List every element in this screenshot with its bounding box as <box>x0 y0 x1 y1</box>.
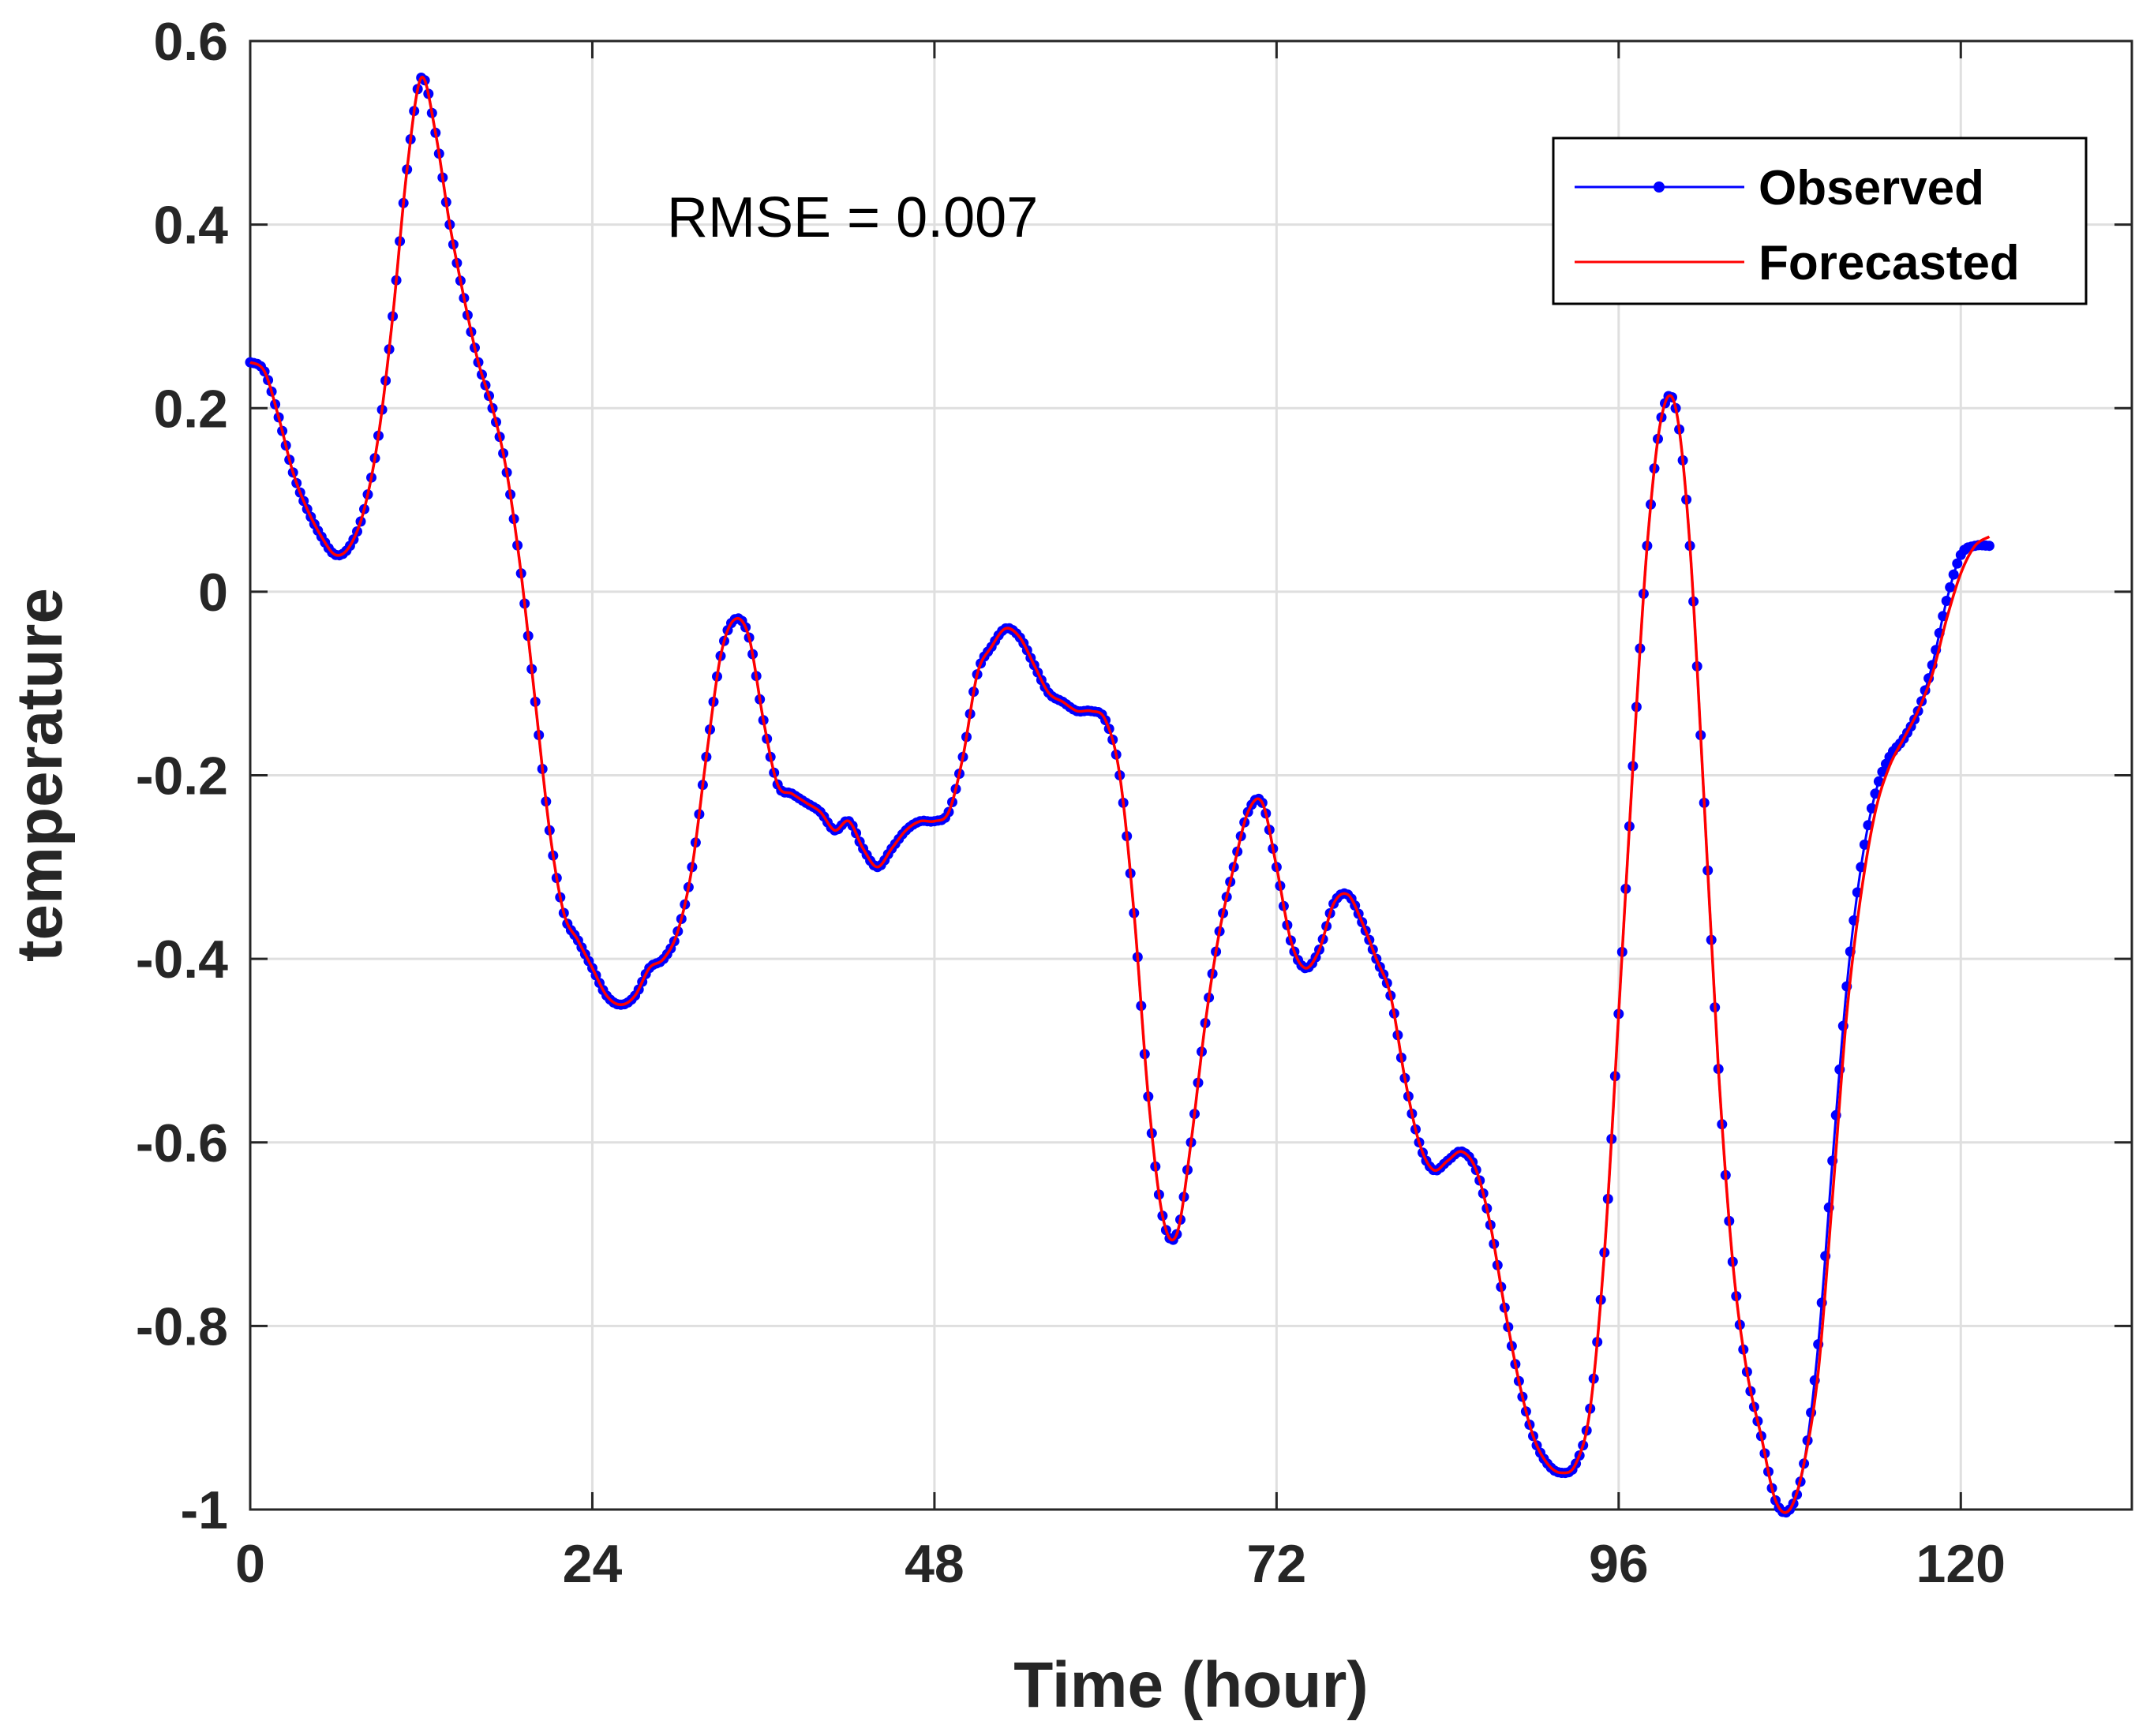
x-tick-label: 72 <box>1247 1534 1307 1594</box>
observed-point <box>1948 569 1959 580</box>
legend-forecasted-label: Forecasted <box>1759 236 2020 290</box>
observed-point <box>1873 776 1884 787</box>
x-tick-label: 0 <box>235 1534 265 1594</box>
y-tick-label: 0.4 <box>153 196 228 256</box>
observed-point <box>1877 766 1888 777</box>
y-tick-label: 0.2 <box>153 379 228 439</box>
observed-point <box>1983 541 1995 552</box>
y-tick-label: -0.8 <box>136 1296 228 1356</box>
x-tick-label: 48 <box>905 1534 965 1594</box>
rmse-annotation: RMSE = 0.007 <box>667 186 1038 249</box>
observed-point <box>1945 582 1956 593</box>
y-tick-label: 0 <box>198 563 228 623</box>
y-tick-label: -1 <box>181 1480 228 1540</box>
x-tick-label: 96 <box>1589 1534 1649 1594</box>
y-ticks: 0.6 0.4 0.2 0 -0.2 -0.4 -0.6 -0.8 -1 <box>136 12 2132 1540</box>
y-tick-label: -0.6 <box>136 1113 228 1173</box>
y-tick-label: 0.6 <box>153 12 228 72</box>
x-tick-label: 120 <box>1916 1534 2006 1594</box>
y-tick-label: -0.2 <box>136 746 228 806</box>
legend-observed-label: Observed <box>1759 161 1984 215</box>
legend-box <box>1552 137 2088 305</box>
y-axis-title: temperature <box>4 588 76 962</box>
legend: Observed Forecasted <box>1552 137 2088 305</box>
x-tick-label: 24 <box>563 1534 623 1594</box>
series-layer <box>245 73 1995 1518</box>
x-ticks: 0 24 48 72 96 120 <box>235 41 2006 1594</box>
x-axis-title: Time (hour) <box>1013 1649 1368 1721</box>
observed-point <box>1941 596 1952 606</box>
observed-point <box>1870 788 1881 799</box>
y-tick-label: -0.4 <box>136 930 228 990</box>
legend-observed-marker <box>1654 181 1665 193</box>
observed-point <box>1952 558 1963 569</box>
forecasted-line <box>249 75 1991 1514</box>
